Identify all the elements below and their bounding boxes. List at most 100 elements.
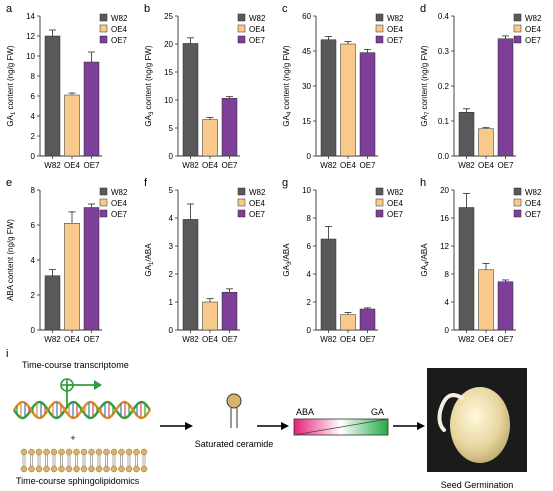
dna-helix-icon — [13, 400, 151, 420]
sphingolipidomics-label: Time-course sphingolipidomics — [16, 476, 140, 486]
y-tick-label: 10 — [26, 52, 35, 61]
legend-swatch — [237, 187, 246, 196]
y-tick-label: 4 — [445, 298, 450, 307]
legend-label: OE7 — [249, 210, 266, 219]
y-tick-label: 8 — [445, 270, 450, 279]
legend-label: W82 — [249, 14, 266, 23]
x-tick-label: W82 — [458, 161, 475, 170]
gradient-aba-label: ABA — [296, 407, 314, 417]
chart-panel-d: d 0.0 0.1 0.2 0.3 0.4 GA7 content (ng/g FW) W82… — [420, 3, 542, 170]
legend-swatch — [513, 24, 522, 33]
schematic-panel-i: i Time-course transcriptome + Time-cours… — [6, 348, 527, 490]
x-tick-label: OE4 — [340, 161, 357, 170]
bar-W82 — [182, 43, 199, 157]
bar-W82 — [458, 112, 475, 157]
legend-label: OE7 — [387, 210, 404, 219]
arrow-icon — [160, 422, 193, 430]
legend-swatch — [375, 24, 384, 33]
bar-OE4 — [340, 43, 356, 157]
legend-swatch — [237, 24, 246, 33]
plus-sign: + — [70, 433, 75, 443]
y-tick-label: 15 — [302, 117, 311, 126]
legend-swatch — [375, 187, 384, 196]
y-axis-label: GA3/ABA — [282, 243, 293, 277]
arrow-icon — [257, 422, 289, 430]
y-tick-label: 14 — [26, 12, 35, 21]
y-tick-label: 12 — [26, 32, 35, 41]
panel-letter-d: d — [420, 3, 426, 15]
x-tick-label: W82 — [182, 161, 199, 170]
panel-letter-c: c — [282, 3, 288, 15]
x-tick-label: OE4 — [64, 335, 81, 344]
legend-swatch — [375, 198, 384, 207]
y-axis-label: ABA content (ng/g FW) — [6, 219, 15, 301]
y-tick-label: 0 — [31, 326, 36, 335]
x-tick-label: OE4 — [478, 161, 495, 170]
legend-swatch — [99, 198, 108, 207]
aba-ga-balance-gradient — [293, 418, 389, 436]
legend-label: OE7 — [249, 36, 266, 45]
y-tick-label: 0.2 — [438, 82, 450, 91]
y-tick-label: 25 — [164, 12, 173, 21]
y-tick-label: 2 — [31, 291, 36, 300]
legend-label: OE4 — [387, 199, 404, 208]
bar-W82 — [458, 207, 475, 331]
panel-letter-h: h — [420, 177, 426, 189]
y-tick-label: 4 — [31, 256, 36, 265]
legend-label: W82 — [111, 14, 128, 23]
legend-swatch — [237, 209, 246, 218]
panel-letter-g: g — [282, 177, 288, 189]
legend-swatch — [99, 13, 108, 22]
y-tick-label: 20 — [440, 186, 449, 195]
y-tick-label: 15 — [164, 68, 173, 77]
y-tick-label: 6 — [31, 221, 36, 230]
y-tick-label: 0 — [169, 152, 174, 161]
y-tick-label: 4 — [31, 112, 36, 121]
x-tick-label: W82 — [44, 335, 61, 344]
y-tick-label: 20 — [164, 40, 173, 49]
bar-OE7 — [221, 291, 238, 331]
y-tick-label: 0 — [307, 326, 312, 335]
bar-OE7 — [359, 308, 376, 331]
panel-letter-e: e — [6, 177, 12, 189]
legend-label: OE7 — [525, 210, 542, 219]
legend-label: OE4 — [525, 25, 542, 34]
bar-W82 — [44, 275, 61, 331]
y-tick-label: 8 — [307, 214, 312, 223]
bar-OE7 — [497, 281, 514, 331]
x-tick-label: OE4 — [202, 161, 219, 170]
bar-OE7 — [359, 52, 376, 157]
bar-OE4 — [64, 223, 80, 331]
panel-letter-i: i — [6, 348, 8, 360]
y-tick-label: 1 — [169, 298, 174, 307]
legend-label: W82 — [525, 188, 542, 197]
legend-label: OE4 — [249, 25, 266, 34]
panel-letter-f: f — [144, 177, 148, 189]
x-tick-label: OE7 — [83, 335, 100, 344]
legend-label: W82 — [249, 188, 266, 197]
legend-label: W82 — [387, 188, 404, 197]
y-tick-label: 8 — [31, 186, 36, 195]
y-tick-label: 0.3 — [438, 47, 450, 56]
bar-OE4 — [64, 94, 80, 157]
legend-label: OE4 — [387, 25, 404, 34]
y-tick-label: 0 — [445, 326, 450, 335]
legend-swatch — [513, 35, 522, 44]
y-tick-label: 4 — [169, 214, 174, 223]
x-tick-label: OE7 — [221, 161, 238, 170]
legend-label: OE4 — [249, 199, 266, 208]
y-tick-label: 0.0 — [438, 152, 450, 161]
legend-swatch — [513, 198, 522, 207]
x-tick-label: OE4 — [478, 335, 495, 344]
y-axis-label: GA4 content (ng/g FW) — [282, 45, 293, 126]
legend-swatch — [99, 24, 108, 33]
legend-swatch — [375, 13, 384, 22]
gene-promoter-icon — [60, 378, 102, 408]
y-axis-label: GA4/ABA — [420, 243, 431, 277]
gradient-ga-label: GA — [371, 407, 384, 417]
